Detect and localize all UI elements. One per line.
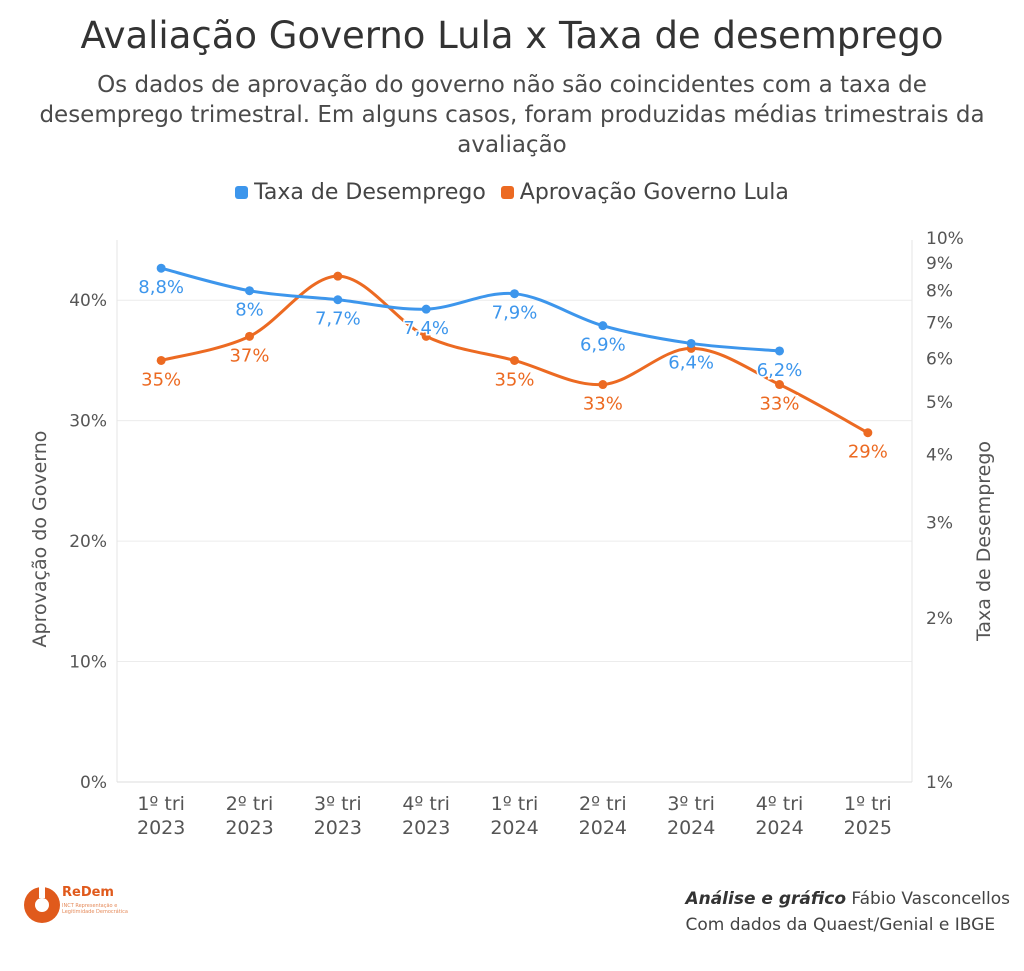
- approval-point: [863, 428, 873, 438]
- right-tick-label: 3%: [926, 513, 953, 533]
- unemployment-point: [510, 289, 519, 299]
- unemployment-point: [245, 286, 254, 296]
- chart-subtitle: Os dados de aprovação do governo não são…: [0, 70, 1024, 160]
- legend-item-approval[interactable]: Aprovação Governo Lula: [500, 180, 789, 205]
- subtitle-line: desemprego trimestral. Em alguns casos, …: [39, 102, 985, 128]
- x-tick-label: 2024: [755, 817, 803, 839]
- unemployment-point: [598, 321, 608, 331]
- unemployment-point: [333, 295, 343, 305]
- left-tick-label: 20%: [69, 532, 107, 552]
- x-tick-label: 2023: [137, 817, 185, 839]
- approval-data-label: 35%: [494, 369, 534, 390]
- unemployment-point: [686, 338, 696, 348]
- x-tick-label: 2023: [402, 817, 450, 839]
- unemployment-data-label: 7,9%: [492, 303, 538, 324]
- x-tick-label: 2023: [225, 817, 273, 839]
- credit-bold: Análise e gráfico: [685, 889, 847, 909]
- right-tick-label: 2%: [926, 609, 953, 629]
- unemployment-data-label: 6,4%: [668, 352, 714, 373]
- x-tick-label: 2º tri: [226, 793, 274, 815]
- x-tick-label: 1º tri: [137, 793, 185, 815]
- approval-point: [156, 355, 166, 365]
- unemployment-point: [421, 304, 431, 314]
- unemployment-line: [160, 266, 780, 353]
- legend-label-approval: Aprovação Governo Lula: [519, 180, 789, 205]
- right-tick-label: 10%: [926, 229, 964, 249]
- x-tick-label: 3º tri: [314, 793, 362, 815]
- approval-data-label: 29%: [848, 442, 888, 463]
- x-tick-label: 2º tri: [579, 793, 627, 815]
- approval-point: [421, 331, 431, 341]
- approval-point: [333, 271, 343, 281]
- x-tick-label: 1º tri: [844, 793, 892, 815]
- legend-swatch-unemployment: [235, 186, 249, 199]
- approval-data-label: 37%: [229, 345, 269, 366]
- credit-line: Análise e gráfico Fábio Vasconcellos: [685, 886, 1010, 912]
- right-axis-title: Taxa de Desemprego: [973, 441, 995, 642]
- unemployment-data-label: 8%: [235, 300, 264, 321]
- unemployment-data-label: 7,4%: [403, 318, 449, 339]
- logo-subtext: INCT Representação e Legitimidade Democr…: [62, 903, 128, 915]
- x-tick-label: 2025: [844, 817, 892, 839]
- approval-data-label: 33%: [583, 394, 623, 415]
- approval-point: [598, 380, 608, 390]
- right-tick-label: 6%: [926, 350, 953, 370]
- redem-logo-icon: [24, 886, 60, 923]
- x-tick-label: 4º tri: [756, 793, 804, 815]
- left-tick-label: 0%: [80, 773, 107, 793]
- x-tick-label: 2024: [490, 817, 538, 839]
- footer-credit: Análise e gráfico Fábio Vasconcellos Com…: [685, 886, 1010, 938]
- subtitle-line: Os dados de aprovação do governo não são…: [97, 72, 927, 98]
- legend-label-unemployment: Taxa de Desemprego: [254, 180, 486, 205]
- approval-data-label: 33%: [759, 394, 799, 415]
- x-tick-label: 2023: [314, 817, 362, 839]
- unemployment-data-label: 8,8%: [138, 277, 184, 298]
- source-line: Com dados da Quaest/Genial e IBGE: [685, 915, 996, 935]
- legend-item-unemployment[interactable]: Taxa de Desemprego: [235, 180, 486, 205]
- right-tick-label: 7%: [926, 313, 953, 333]
- left-axis-title: Aprovação do Governo: [29, 431, 51, 648]
- approval-point: [510, 355, 519, 365]
- right-tick-label: 4%: [926, 445, 953, 465]
- chart-title: Avaliação Governo Lula x Taxa de desempr…: [80, 14, 944, 57]
- right-tick-label: 5%: [926, 393, 953, 413]
- logo-text: ReDem: [62, 885, 114, 900]
- left-tick-label: 40%: [69, 291, 107, 311]
- subtitle-line: avaliação: [457, 132, 567, 158]
- x-tick-label: 1º tri: [491, 793, 539, 815]
- unemployment-point: [775, 346, 784, 356]
- unemployment-point: [156, 263, 166, 273]
- credit-name: Fábio Vasconcellos: [846, 889, 1010, 909]
- approval-point: [245, 331, 254, 341]
- right-tick-label: 8%: [926, 282, 953, 302]
- unemployment-data-label: 7,7%: [315, 309, 361, 330]
- right-tick-label: 1%: [926, 773, 953, 793]
- chart-legend: Taxa de Desemprego Aprovação Governo Lul…: [0, 180, 1024, 205]
- right-tick-label: 9%: [926, 254, 953, 274]
- unemployment-data-label: 6,9%: [580, 335, 626, 356]
- redem-logo: ReDem INCT Representação e Legitimidade …: [22, 883, 132, 927]
- left-tick-label: 10%: [69, 653, 107, 673]
- x-tick-label: 2024: [667, 817, 715, 839]
- x-tick-label: 4º tri: [402, 793, 450, 815]
- left-tick-label: 30%: [69, 412, 107, 432]
- legend-swatch-approval: [500, 186, 514, 199]
- unemployment-data-label: 6,2%: [757, 360, 803, 381]
- approval-data-label: 35%: [141, 369, 181, 390]
- x-tick-label: 2024: [579, 817, 627, 839]
- approval-point: [775, 380, 784, 390]
- x-tick-label: 3º tri: [667, 793, 715, 815]
